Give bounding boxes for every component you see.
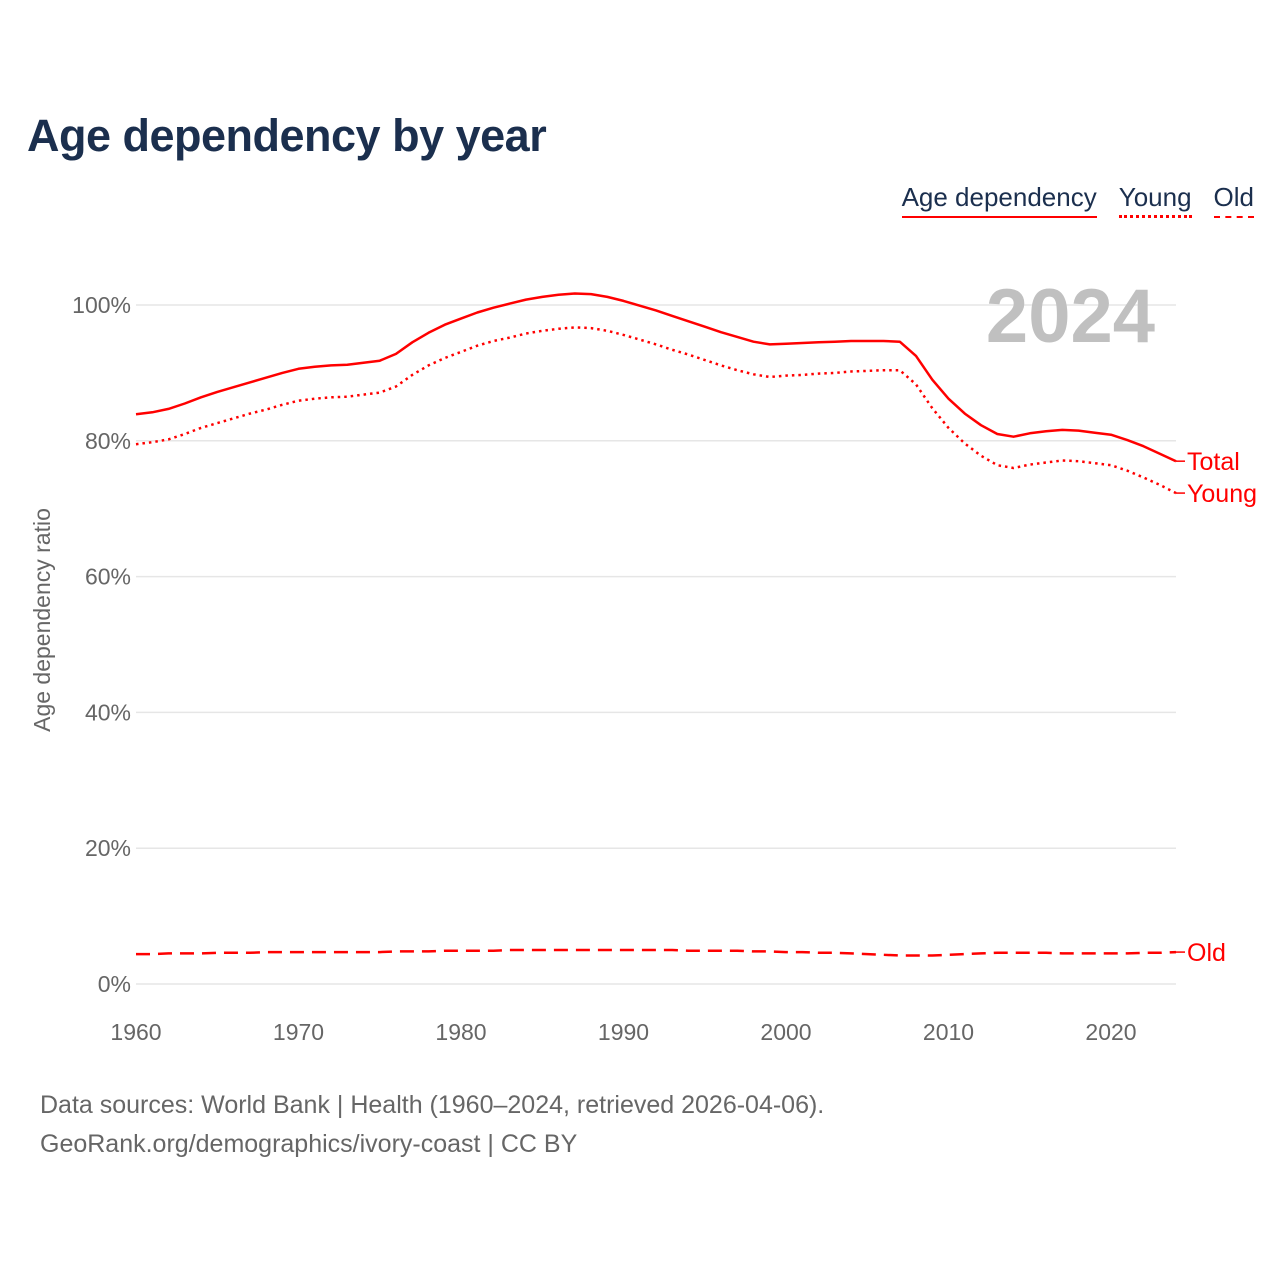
x-tick-label: 1990 [598,1019,649,1045]
series-line-old [136,948,1177,957]
attribution: GeoRank.org/demographics/ivory-coast | C… [40,1130,578,1158]
x-tick-label: 2020 [1085,1019,1136,1045]
y-tick-label: 100% [72,292,131,318]
legend-item-young[interactable]: Young [1118,182,1192,218]
chart-title: Age dependency by year [27,110,547,161]
source-note: Data sources: World Bank | Health (1960–… [40,1091,825,1119]
y-tick-label: 0% [98,971,131,997]
footer: Data sources: World Bank | Health (1960–… [40,1086,824,1164]
y-tick-label: 60% [85,564,131,590]
x-tick-label: 1970 [273,1019,324,1045]
x-tick-label: 1980 [435,1019,486,1045]
series-line-young [135,326,1177,495]
x-tick-label: 1960 [110,1019,161,1045]
legend-item-old[interactable]: Old [1213,182,1254,218]
legend: Age dependency Young Old [901,182,1254,218]
y-tick-label: 40% [85,699,131,725]
y-tick-label: 20% [85,835,131,861]
year-watermark: 2024 [986,274,1155,359]
y-tick-label: 80% [85,428,131,454]
series-label-total: Total [1187,448,1240,476]
legend-item-age-dependency[interactable]: Age dependency [901,182,1097,218]
x-tick-label: 2010 [923,1019,974,1045]
series-label-old: Old [1187,939,1226,967]
x-tick-label: 2000 [760,1019,811,1045]
series-label-young: Young [1187,480,1257,508]
series-line-total [135,292,1177,463]
y-axis-label: Age dependency ratio [29,508,55,732]
